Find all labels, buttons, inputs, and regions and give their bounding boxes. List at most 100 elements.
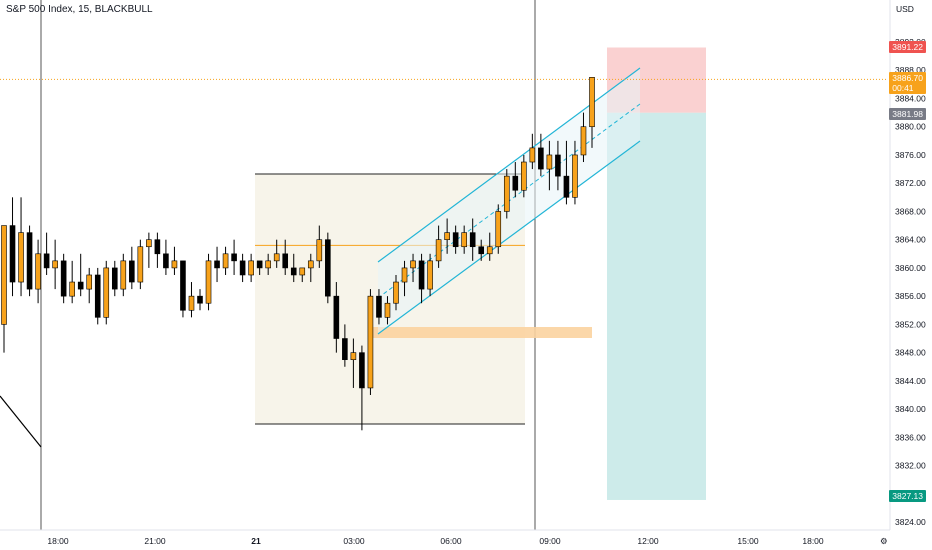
candle-down: [452, 232, 459, 248]
time-tick-label: 12:00: [637, 536, 659, 546]
candle-up: [265, 260, 271, 269]
target-price-tag: 3891.22: [889, 41, 926, 53]
candle-down: [129, 260, 135, 283]
price-tick-label: 3848.00: [895, 348, 926, 358]
candle-down: [282, 253, 289, 269]
candle-up: [486, 246, 493, 255]
price-tick-label: 3864.00: [895, 235, 926, 245]
candle-up: [146, 239, 152, 248]
candle-down: [231, 253, 237, 262]
demand-zone: [368, 327, 592, 338]
candle-down: [342, 338, 348, 360]
price-tick-label: 3824.00: [895, 517, 926, 527]
stop-price-tag: 3827.13: [889, 490, 926, 502]
candle-down: [77, 281, 84, 290]
candle-up: [299, 267, 306, 276]
candle-up: [410, 260, 416, 269]
candle-down: [94, 274, 101, 318]
bar-countdown: 00:41: [892, 83, 914, 93]
price-tick-label: 3872.00: [895, 178, 926, 188]
candle-up: [188, 295, 195, 311]
last-price-value: 3886.70: [892, 73, 923, 83]
time-tick-label: 18:00: [47, 536, 69, 546]
symbol-title[interactable]: S&P 500 Index, 15, BLACKBULL: [6, 4, 153, 15]
price-tick-label: 3832.00: [895, 461, 926, 471]
candle-up: [248, 260, 254, 276]
entry-price-tag: 3881.98: [889, 108, 926, 120]
profit-zone: [607, 112, 706, 500]
candle-up: [529, 147, 536, 163]
candle-up: [495, 211, 502, 248]
candle-down: [256, 260, 263, 269]
time-tick-label: 21: [251, 536, 261, 546]
candle-down: [43, 253, 50, 269]
candle-down: [239, 260, 246, 276]
settings-icon: ⚙: [880, 536, 888, 546]
candle-up: [435, 239, 442, 262]
candle-down: [418, 260, 425, 290]
candle-up: [427, 260, 433, 290]
candle-up: [137, 246, 144, 283]
candle-down: [359, 352, 365, 389]
candle-up: [103, 267, 110, 318]
price-tick-label: 3860.00: [895, 263, 926, 273]
candle-down: [563, 175, 570, 198]
candle-down: [325, 239, 331, 297]
price-tick-label: 3888.00: [895, 65, 926, 75]
candle-up: [589, 77, 595, 128]
last-price-tag: 3886.70 00:41: [889, 72, 926, 94]
candle-up: [444, 232, 450, 240]
price-tick-label: 3852.00: [895, 319, 926, 329]
drawing-layer: [0, 0, 886, 530]
candle-down: [333, 295, 340, 339]
candle-down: [163, 253, 169, 269]
candle-up: [461, 232, 467, 248]
candle-up: [205, 260, 212, 304]
currency-label: USD: [896, 4, 914, 14]
candle-down: [26, 232, 33, 290]
time-tick-label: 09:00: [539, 536, 561, 546]
candle-down: [197, 295, 203, 304]
candle-up: [52, 260, 58, 269]
candle-down: [376, 295, 382, 318]
candle-up: [580, 126, 587, 156]
candle-up: [222, 253, 229, 269]
candle-up: [1, 225, 7, 325]
candle-down: [538, 147, 544, 170]
candle-up: [171, 260, 178, 269]
candle-down: [214, 260, 220, 269]
candle-up: [120, 260, 127, 290]
candle-up: [393, 281, 399, 304]
price-tick-label: 3868.00: [895, 206, 926, 216]
time-tick-label: 21:00: [144, 536, 166, 546]
candle-up: [350, 352, 357, 361]
candle-up: [384, 302, 391, 318]
candle-down: [290, 267, 297, 276]
candle-up: [86, 274, 93, 290]
time-tick-label: 03:00: [343, 536, 365, 546]
time-tick-label: 06:00: [440, 536, 462, 546]
candle-down: [478, 246, 485, 255]
price-tick-label: 3876.00: [895, 150, 926, 160]
price-tick-label: 3836.00: [895, 432, 926, 442]
price-tick-label: 3856.00: [895, 291, 926, 301]
candle-up: [367, 295, 374, 389]
candle-up: [69, 281, 75, 297]
price-tick-label: 3884.00: [895, 93, 926, 103]
time-tick-label: 18:00: [802, 536, 824, 546]
candle-up: [503, 175, 510, 212]
channel-upper-line: [377, 67, 641, 263]
price-tick-label: 3844.00: [895, 376, 926, 386]
candle-up: [307, 260, 314, 269]
candle-down: [9, 225, 16, 283]
candle-up: [35, 253, 41, 290]
candle-down: [180, 260, 186, 311]
price-tick-label: 3880.00: [895, 122, 926, 132]
time-tick-label: 15:00: [737, 536, 759, 546]
candle-up: [18, 232, 24, 283]
candle-up: [273, 253, 280, 262]
candle-down: [555, 154, 561, 177]
candle-up: [401, 267, 408, 283]
